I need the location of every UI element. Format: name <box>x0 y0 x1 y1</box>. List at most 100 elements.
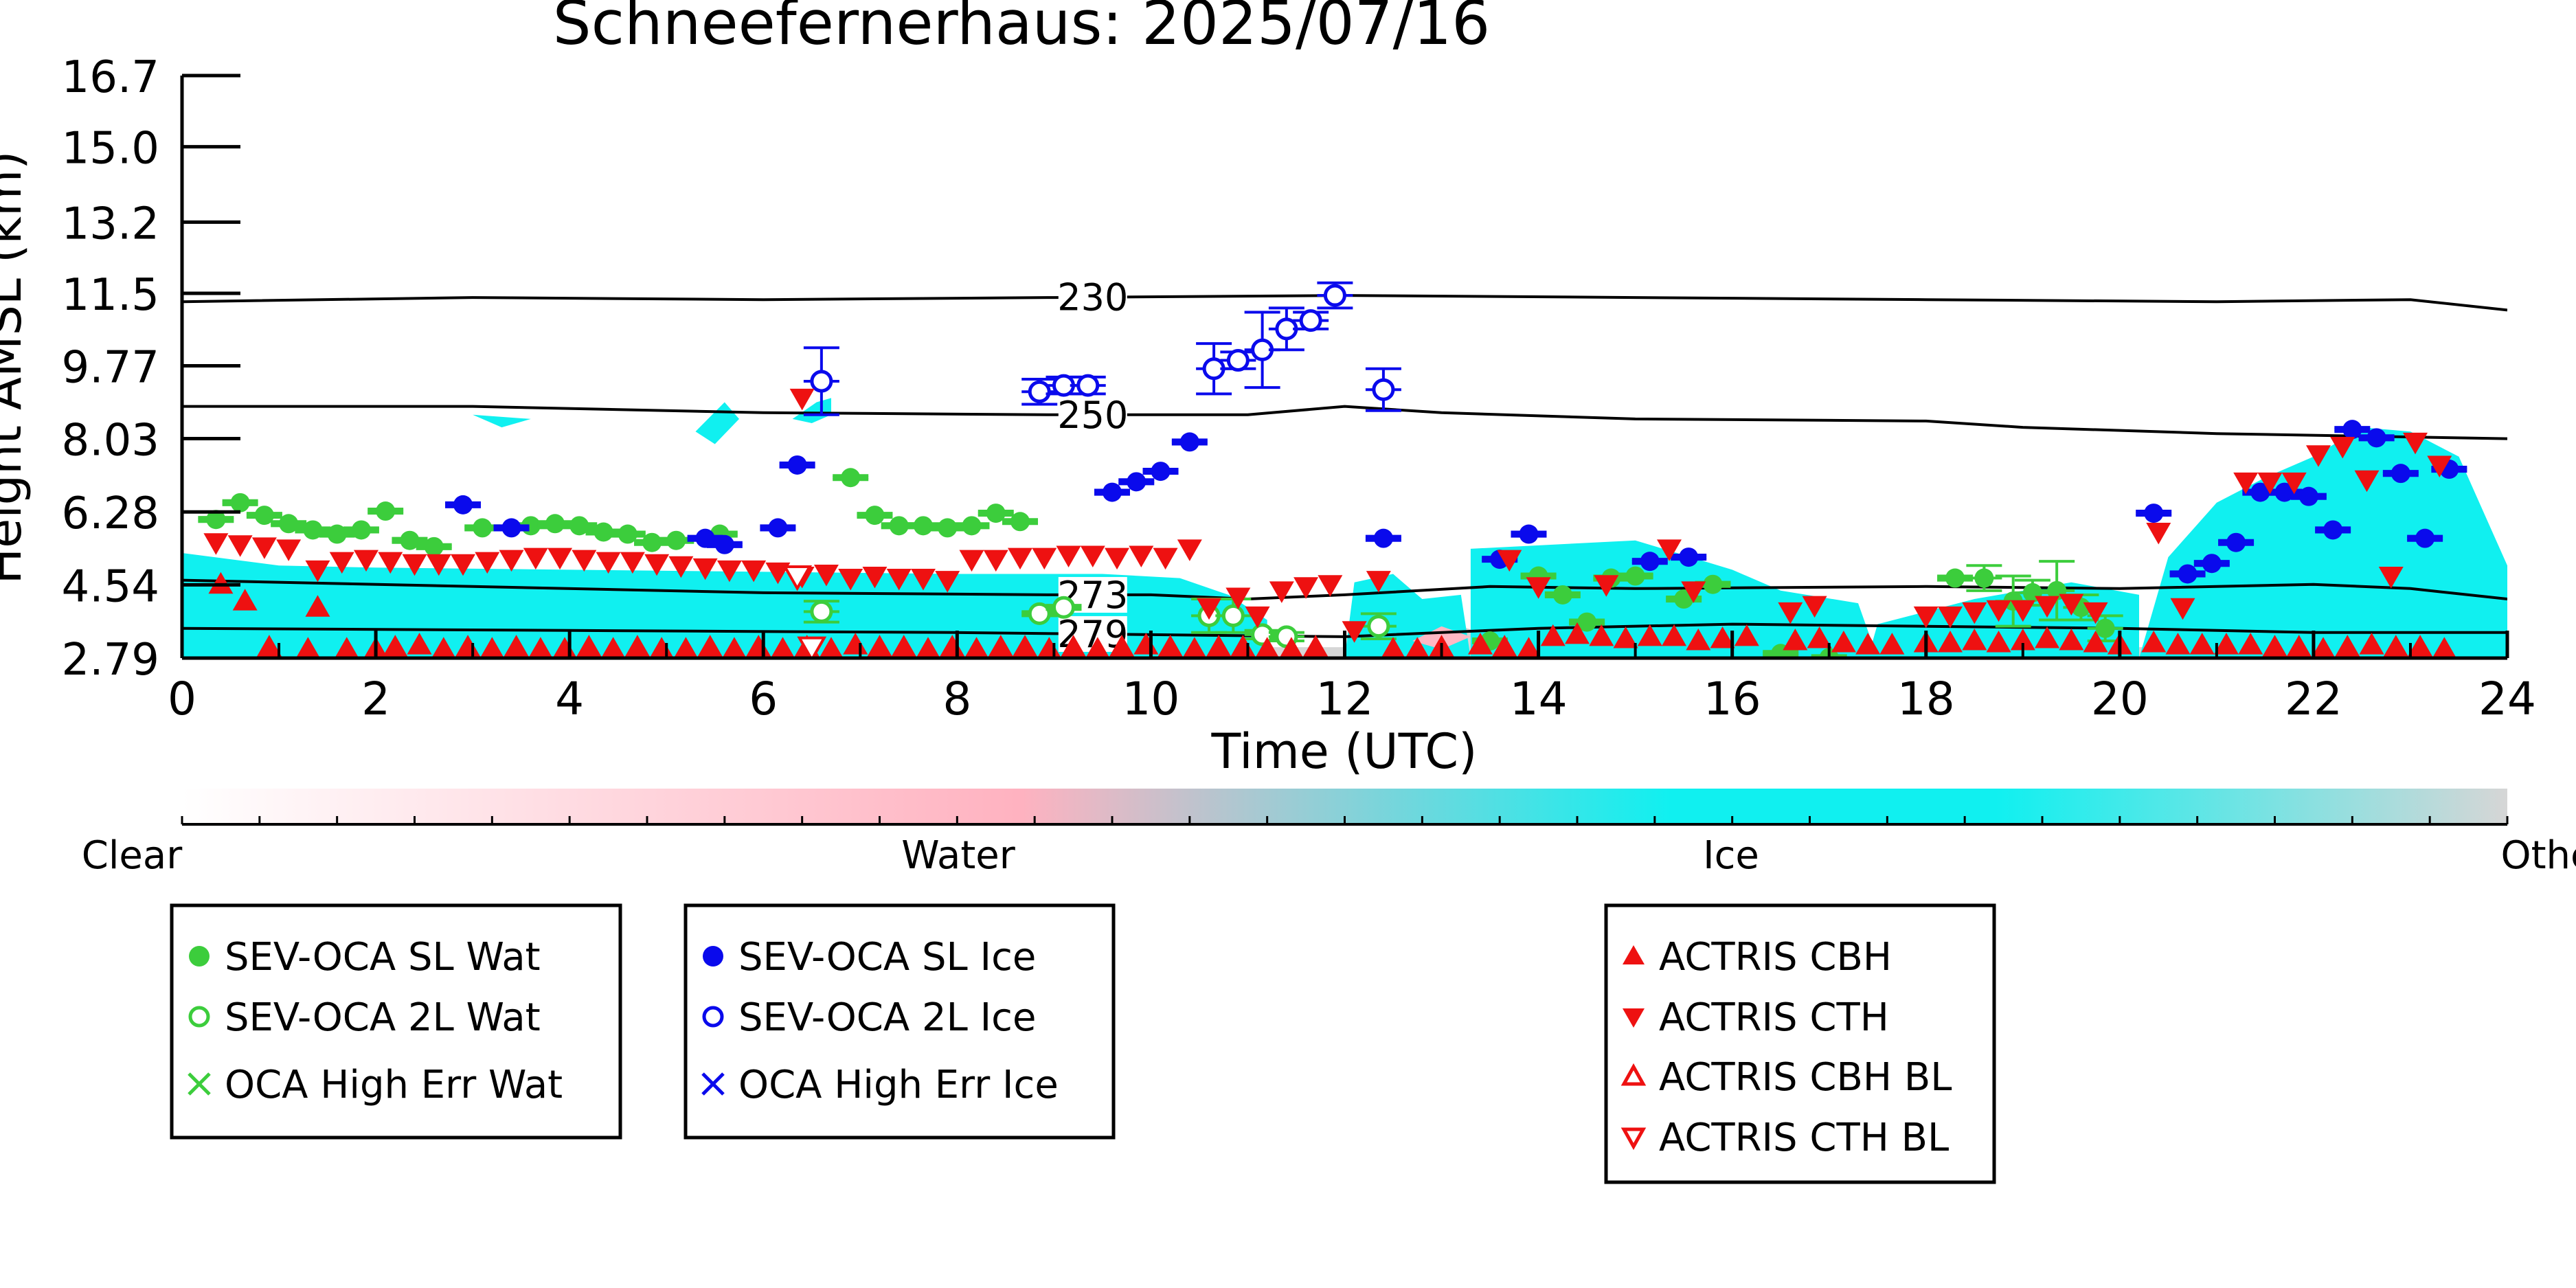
actris-cbh-point-78 <box>2213 633 2239 655</box>
x-tick-label-24: 24 <box>2478 673 2536 725</box>
actris-cbh-point-39 <box>1157 635 1183 657</box>
actris-cbh-point-16 <box>601 637 626 658</box>
actris-cth-point-37 <box>1080 545 1105 568</box>
actris-cbh-point-58 <box>1686 629 1711 651</box>
actris-cbh-point-13 <box>528 637 553 658</box>
actris-cbh-point-82 <box>2311 637 2336 658</box>
legend-entry-oca-high-err-ice: OCA High Err Ice <box>701 1063 1059 1107</box>
legend-entry-actris-cth-bl: ACTRIS CTH BL <box>1620 1116 1949 1160</box>
x-tick-label-22: 22 <box>2285 673 2342 725</box>
actris-cbh-point-36 <box>1085 637 1110 658</box>
sev-oca-sl-wat-point-17 <box>666 530 686 550</box>
legend-label: ACTRIS CTH <box>1659 995 1889 1040</box>
cloud-mask <box>182 398 2507 658</box>
sev-oca-2l-ice-point-8 <box>1299 309 1322 332</box>
legend-box-1: SEV-OCA SL Wat SEV-OCA 2L Wat OCA High Err… <box>170 903 622 1140</box>
sev-oca-sl-wat-point-14 <box>594 522 613 542</box>
actris-cth-point-42 <box>1197 598 1222 620</box>
sev-oca-sl-ice-point-1 <box>501 518 521 538</box>
actris-cbh-point-67 <box>1938 631 1963 653</box>
actris-cbh-point-43 <box>1255 637 1280 658</box>
actris-cth-point-12 <box>499 550 524 572</box>
actris-cth-point-67 <box>2233 472 2259 495</box>
x-tick-label-10: 10 <box>1122 673 1179 725</box>
sev-oca-sl-wat-point-19 <box>841 468 861 488</box>
sev-oca-sl-ice-point-22 <box>2323 520 2343 540</box>
mask-ice-region-6 <box>695 402 739 444</box>
actris-cbh-point-4 <box>305 595 330 617</box>
x-tick-label-8: 8 <box>942 673 971 725</box>
isotherm-230-label-bg <box>1058 279 1127 315</box>
actris-cbh-point-61 <box>1783 629 1808 651</box>
sev-oca-sl-wat-point-24 <box>962 516 982 536</box>
actris-cbh-point-69 <box>1986 631 2011 653</box>
legend-marker <box>188 1072 211 1096</box>
actris-cbh-point-31 <box>964 637 989 658</box>
actris-cbh-point-49 <box>1467 633 1493 655</box>
sev-oca-sl-ice-point-8 <box>1151 462 1171 482</box>
sev-oca-sl-ice-point-21 <box>2298 486 2318 506</box>
y-tick-label-8.03: 8.03 <box>62 416 160 466</box>
legend-frame <box>683 903 1116 1140</box>
legend-label: OCA High Err Ice <box>738 1063 1059 1107</box>
sev-oca-sl-ice-point-5 <box>787 455 807 475</box>
actris-cbh-point-68 <box>1962 629 1987 651</box>
actris-cth-bl-point-0 <box>782 565 813 591</box>
legend-entry-sev-oca-2l-ice: SEV-OCA 2L Ice <box>702 995 1036 1040</box>
actris-cbh-point-77 <box>2189 633 2215 655</box>
actris-cth-point-58 <box>1938 606 1963 629</box>
actris-cth-point-26 <box>813 564 839 587</box>
actris-cth-point-25 <box>789 388 815 411</box>
legend-marker <box>1620 1127 1647 1151</box>
cloud-mask-colorbar: Clear Water Ice Other <box>82 789 2576 878</box>
actris-cth-point-0 <box>203 533 229 555</box>
actris-cth-point-21 <box>716 560 742 583</box>
x-tick-label-6: 6 <box>749 673 778 725</box>
sev-oca-sl-ice-point-0 <box>453 495 473 515</box>
actris-cth-point-36 <box>1056 545 1081 568</box>
sev-oca-sl-wat-point-30 <box>1577 612 1597 632</box>
actris-cbh-point-52 <box>1540 624 1566 646</box>
sev-oca-2l-ice-point-10 <box>1372 378 1395 401</box>
actris-cth-point-64 <box>2083 602 2108 624</box>
sev-oca-sl-ice-point-4 <box>768 518 788 538</box>
actris-cth-point-61 <box>2010 600 2035 622</box>
isotherm-250-label: 250 <box>1057 394 1128 437</box>
sev-oca-sl-wat-point-6 <box>351 520 371 540</box>
sev-oca-sl-ice-point-26 <box>2415 528 2435 548</box>
actris-cth-point-72 <box>2354 470 2380 493</box>
x-tick-label-20: 20 <box>2091 673 2149 725</box>
actris-cbh-point-11 <box>479 637 504 658</box>
sev-oca-sl-wat-point-20 <box>865 506 885 526</box>
legend-label: OCA High Err Wat <box>225 1063 563 1107</box>
actris-cbh-point-37 <box>1109 635 1135 657</box>
mask-ice-region-4 <box>2139 427 2507 658</box>
x-axis-label: Time (UTC) <box>1211 723 1478 780</box>
actris-cbh-point-27 <box>867 635 892 657</box>
isotherm-273-line <box>182 578 2507 601</box>
actris-cth-point-71 <box>2330 437 2355 459</box>
actris-cbh-point-1 <box>232 589 258 611</box>
sev-oca-sl-ice-point-20 <box>2274 482 2294 502</box>
actris-cth-point-75 <box>2427 455 2452 477</box>
actris-cth-point-46 <box>1293 577 1319 599</box>
actris-cth-point-56 <box>1802 596 1827 618</box>
actris-cbh-point-79 <box>2238 633 2263 655</box>
legend-marker <box>703 946 723 967</box>
series-sev-oca-sl-ice <box>445 420 2467 584</box>
legend-label: ACTRIS CBH <box>1659 935 1892 980</box>
x-tick-label-12: 12 <box>1316 673 1374 725</box>
actris-cth-point-41 <box>1177 539 1202 561</box>
sev-oca-sl-ice-point-6 <box>1103 482 1122 502</box>
actris-cbh-point-3 <box>295 637 320 658</box>
actris-cbh-point-44 <box>1279 637 1304 658</box>
actris-cbh-point-85 <box>2383 635 2408 657</box>
actris-cbh-point-35 <box>1061 635 1086 657</box>
actris-cbh-point-60 <box>1734 624 1759 646</box>
isotherm-230-line <box>182 294 2507 312</box>
actris-cbh-point-33 <box>1013 635 1038 657</box>
actris-cbh-point-25 <box>819 637 844 658</box>
isotherm-250-label-bg <box>1058 396 1127 433</box>
actris-cth-point-17 <box>620 552 645 574</box>
